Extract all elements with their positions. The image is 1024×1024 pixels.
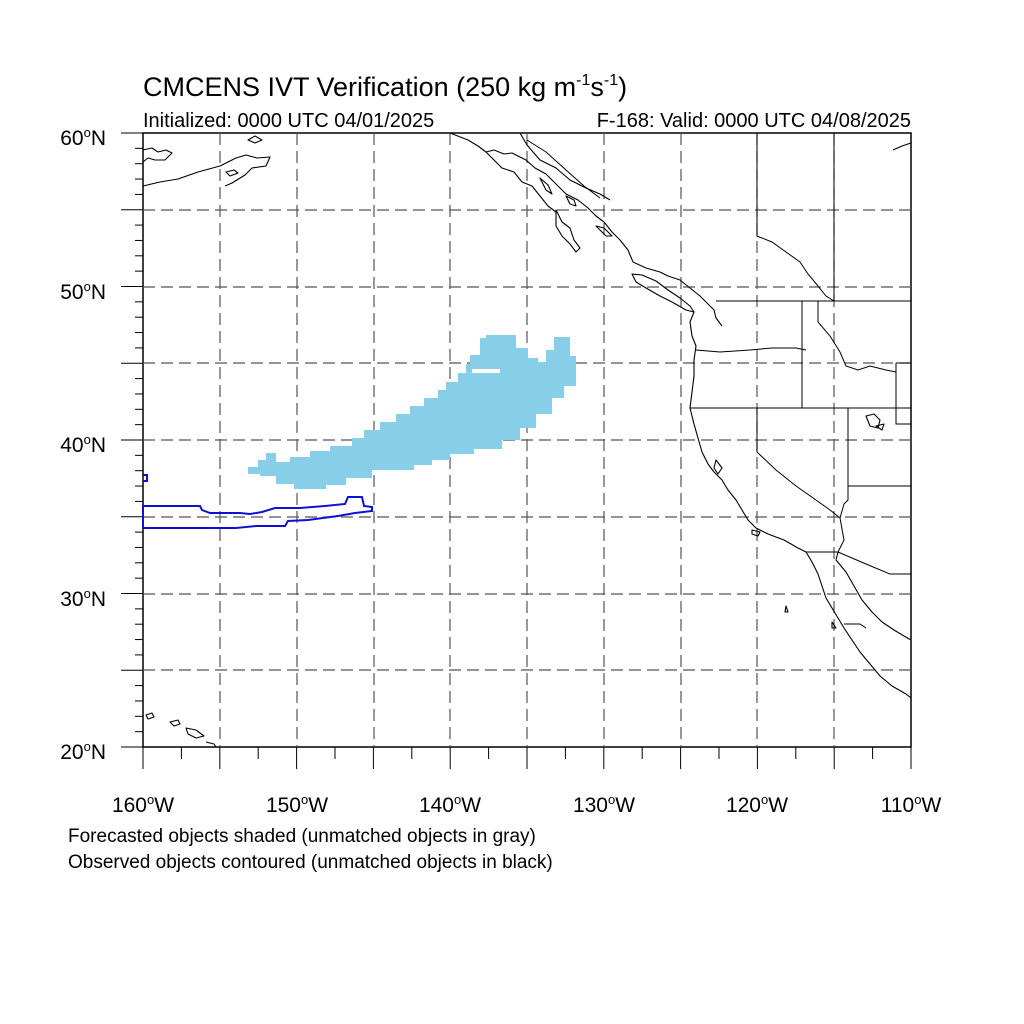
lat-label-20: 20oN <box>60 739 106 764</box>
footer-observed-note: Observed objects contoured (unmatched ob… <box>68 852 553 873</box>
lon-label-120: 120oW <box>725 792 789 817</box>
init-time: Initialized: 0000 UTC 04/01/2025 <box>143 110 435 132</box>
coastlines <box>142 132 912 748</box>
forecast-object-shaded <box>248 335 576 489</box>
footer-forecast-note: Forecasted objects shaded (unmatched obj… <box>68 826 536 847</box>
political-borders <box>526 133 911 629</box>
chart-title: CMCENS IVT Verification (250 kg m-1s-1) <box>143 72 628 102</box>
lat-label-40: 40oN <box>60 432 106 457</box>
graticule <box>143 133 911 747</box>
lon-label-160: 160oW <box>111 792 175 817</box>
observed-object-contours <box>142 474 373 529</box>
lat-label-60: 60oN <box>60 125 106 150</box>
lon-label-140: 140oW <box>418 792 482 817</box>
valid-time: F-168: Valid: 0000 UTC 04/08/2025 <box>596 110 911 132</box>
lat-label-30: 30oN <box>60 586 106 611</box>
lon-label-110: 110oW <box>880 792 942 817</box>
lon-label-150: 150oW <box>265 792 329 817</box>
lat-label-50: 50oN <box>60 279 106 304</box>
forecast-object-hole <box>472 369 500 373</box>
axis-ticks <box>121 132 912 769</box>
lon-label-130: 130oW <box>572 792 636 817</box>
